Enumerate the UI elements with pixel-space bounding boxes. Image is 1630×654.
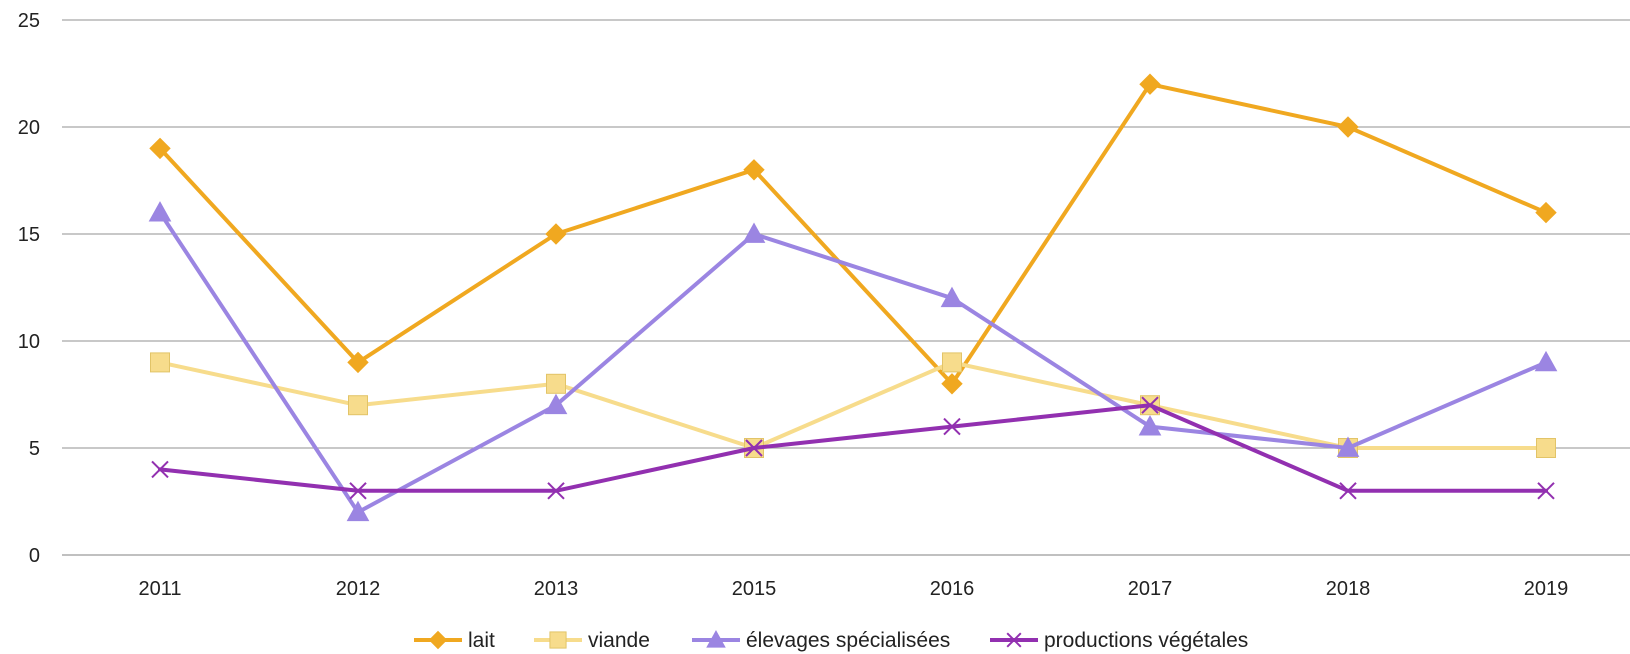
legend: lait viande élevages spécialisées productio… [414,629,1248,652]
legend-label: élevages spécialisées [746,629,950,652]
triangle-marker [742,222,766,243]
y-tick-label: 15 [18,224,40,246]
triangle-marker [940,286,964,308]
x-marker [1339,482,1357,500]
legend-item-2: élevages spécialisées [692,629,950,652]
gridlines [62,19,1630,556]
diamond-marker [545,223,567,245]
series-2 [148,201,1558,522]
legend-item-1: viande [534,629,650,652]
series-line [158,210,1548,515]
triangle-marker [544,393,568,415]
x-tick-label: 2018 [1326,578,1371,600]
triangle-marker [1534,350,1558,372]
diamond-marker [941,373,963,395]
square-marker [942,352,962,373]
x-marker [1141,396,1159,414]
diamond-marker [1337,116,1359,138]
x-marker [151,460,169,479]
legend-label: viande [588,629,650,652]
series-line [158,403,1548,493]
x-tick-label: 2017 [1128,578,1173,600]
triangle-marker [1336,436,1360,457]
diamond-marker [428,630,448,650]
square-marker [348,395,368,416]
x-marker [547,482,565,500]
y-tick-label: 0 [29,545,40,567]
legend-item-3: productions végétales [990,629,1248,652]
triangle-marker [346,500,370,522]
x-axis-tick-labels: 2011 2012 2013 2015 2016 2017 2018 2019 [138,578,1568,600]
square-marker [549,631,567,649]
x-marker [745,439,763,457]
series-line [158,82,1548,386]
x-marker [1006,632,1022,648]
diamond-marker [1139,73,1161,95]
diamond-marker [149,137,171,160]
x-marker [349,482,367,500]
legend-item-0: lait [414,629,495,652]
y-tick-label: 10 [18,331,40,353]
legend-label: productions végétales [1044,629,1248,652]
x-tick-label: 2013 [534,578,579,600]
x-tick-label: 2015 [732,578,777,600]
x-marker [1537,482,1555,500]
series-3 [151,396,1555,500]
triangle-marker [1138,415,1162,436]
x-tick-label: 2011 [138,578,181,600]
triangle-marker [148,201,172,222]
diamond-marker [743,159,765,181]
x-marker [943,417,961,436]
square-marker [546,373,566,394]
x-tick-label: 2016 [930,578,975,600]
series-line [158,360,1548,450]
y-tick-label: 25 [18,10,40,32]
y-axis-tick-labels: 0 5 10 15 20 25 [18,10,40,567]
series-group [148,73,1558,522]
diamond-marker [1535,201,1557,224]
x-tick-label: 2019 [1524,578,1569,600]
square-marker [1536,438,1556,458]
series-0 [149,73,1557,395]
diamond-marker [347,351,369,374]
y-tick-label: 5 [29,438,40,460]
legend-label: lait [468,629,495,652]
y-tick-label: 20 [18,117,40,139]
x-tick-label: 2012 [336,578,381,600]
square-marker [150,352,170,373]
triangle-marker [706,630,726,648]
